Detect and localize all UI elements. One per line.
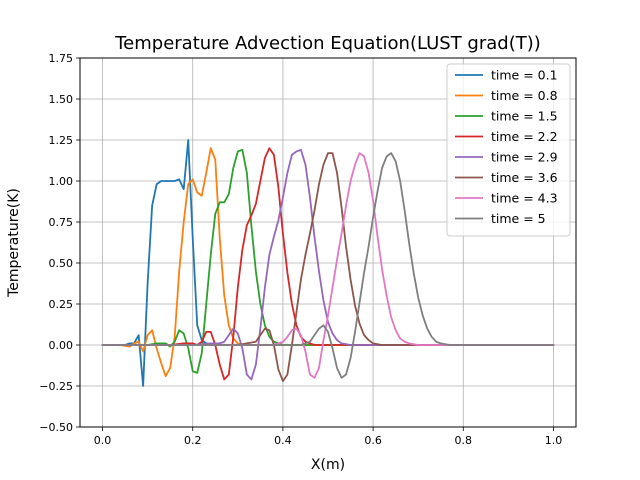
y-tick-label: −0.50 [39, 421, 73, 434]
legend-label-5: time = 2.9 [491, 150, 558, 165]
x-tick-label: 0.4 [274, 434, 292, 447]
legend-label-2: time = 0.8 [491, 88, 558, 103]
y-tick-label: −0.25 [39, 380, 73, 393]
x-tick-label: 1.0 [545, 434, 563, 447]
y-tick-label: 0.75 [49, 216, 74, 229]
legend-label-1: time = 0.1 [491, 68, 558, 83]
y-tick-label: 1.00 [49, 175, 74, 188]
legend-label-6: time = 3.6 [491, 170, 558, 185]
legend-label-8: time = 5 [491, 211, 546, 226]
series-line-8 [101, 152, 555, 379]
x-axis-label: X(m) [311, 457, 345, 473]
series-line-7 [101, 152, 555, 379]
y-tick-label: 0.00 [49, 339, 74, 352]
series-line-6 [101, 152, 555, 382]
x-tick-label: 0.2 [184, 434, 202, 447]
chart-title: Temperature Advection Equation(LUST grad… [114, 33, 541, 54]
y-tick-label: 1.50 [49, 93, 74, 106]
legend-label-7: time = 4.3 [491, 191, 558, 206]
y-tick-label: 1.25 [49, 134, 74, 147]
plot-frame [79, 57, 577, 428]
y-axis-label: Temperature(K) [6, 188, 22, 298]
legend-label-3: time = 1.5 [491, 109, 558, 124]
legend-box [446, 63, 571, 237]
series-layer [101, 139, 555, 387]
y-axis-ticks: −0.50 −0.25 0.00 0.25 0.50 0.75 1.00 1.25 1.50 1.… [39, 52, 80, 434]
x-tick-label: 0.0 [94, 434, 112, 447]
legend: time = 0.1 time = 0.8 time = 1.5 time = 2.2… [446, 63, 571, 237]
y-tick-label: 0.25 [49, 298, 74, 311]
x-tick-label: 0.6 [364, 434, 382, 447]
legend-items: time = 0.1 time = 0.8 time = 1.5 time = 2.2… [455, 68, 558, 226]
series-line-5 [101, 148, 555, 381]
y-tick-label: 1.75 [49, 52, 74, 65]
legend-label-4: time = 2.2 [491, 129, 558, 144]
x-tick-label: 0.8 [455, 434, 473, 447]
y-tick-label: 0.50 [49, 257, 74, 270]
x-axis-ticks: 0.0 0.2 0.4 0.6 0.8 1.0 [94, 427, 562, 447]
